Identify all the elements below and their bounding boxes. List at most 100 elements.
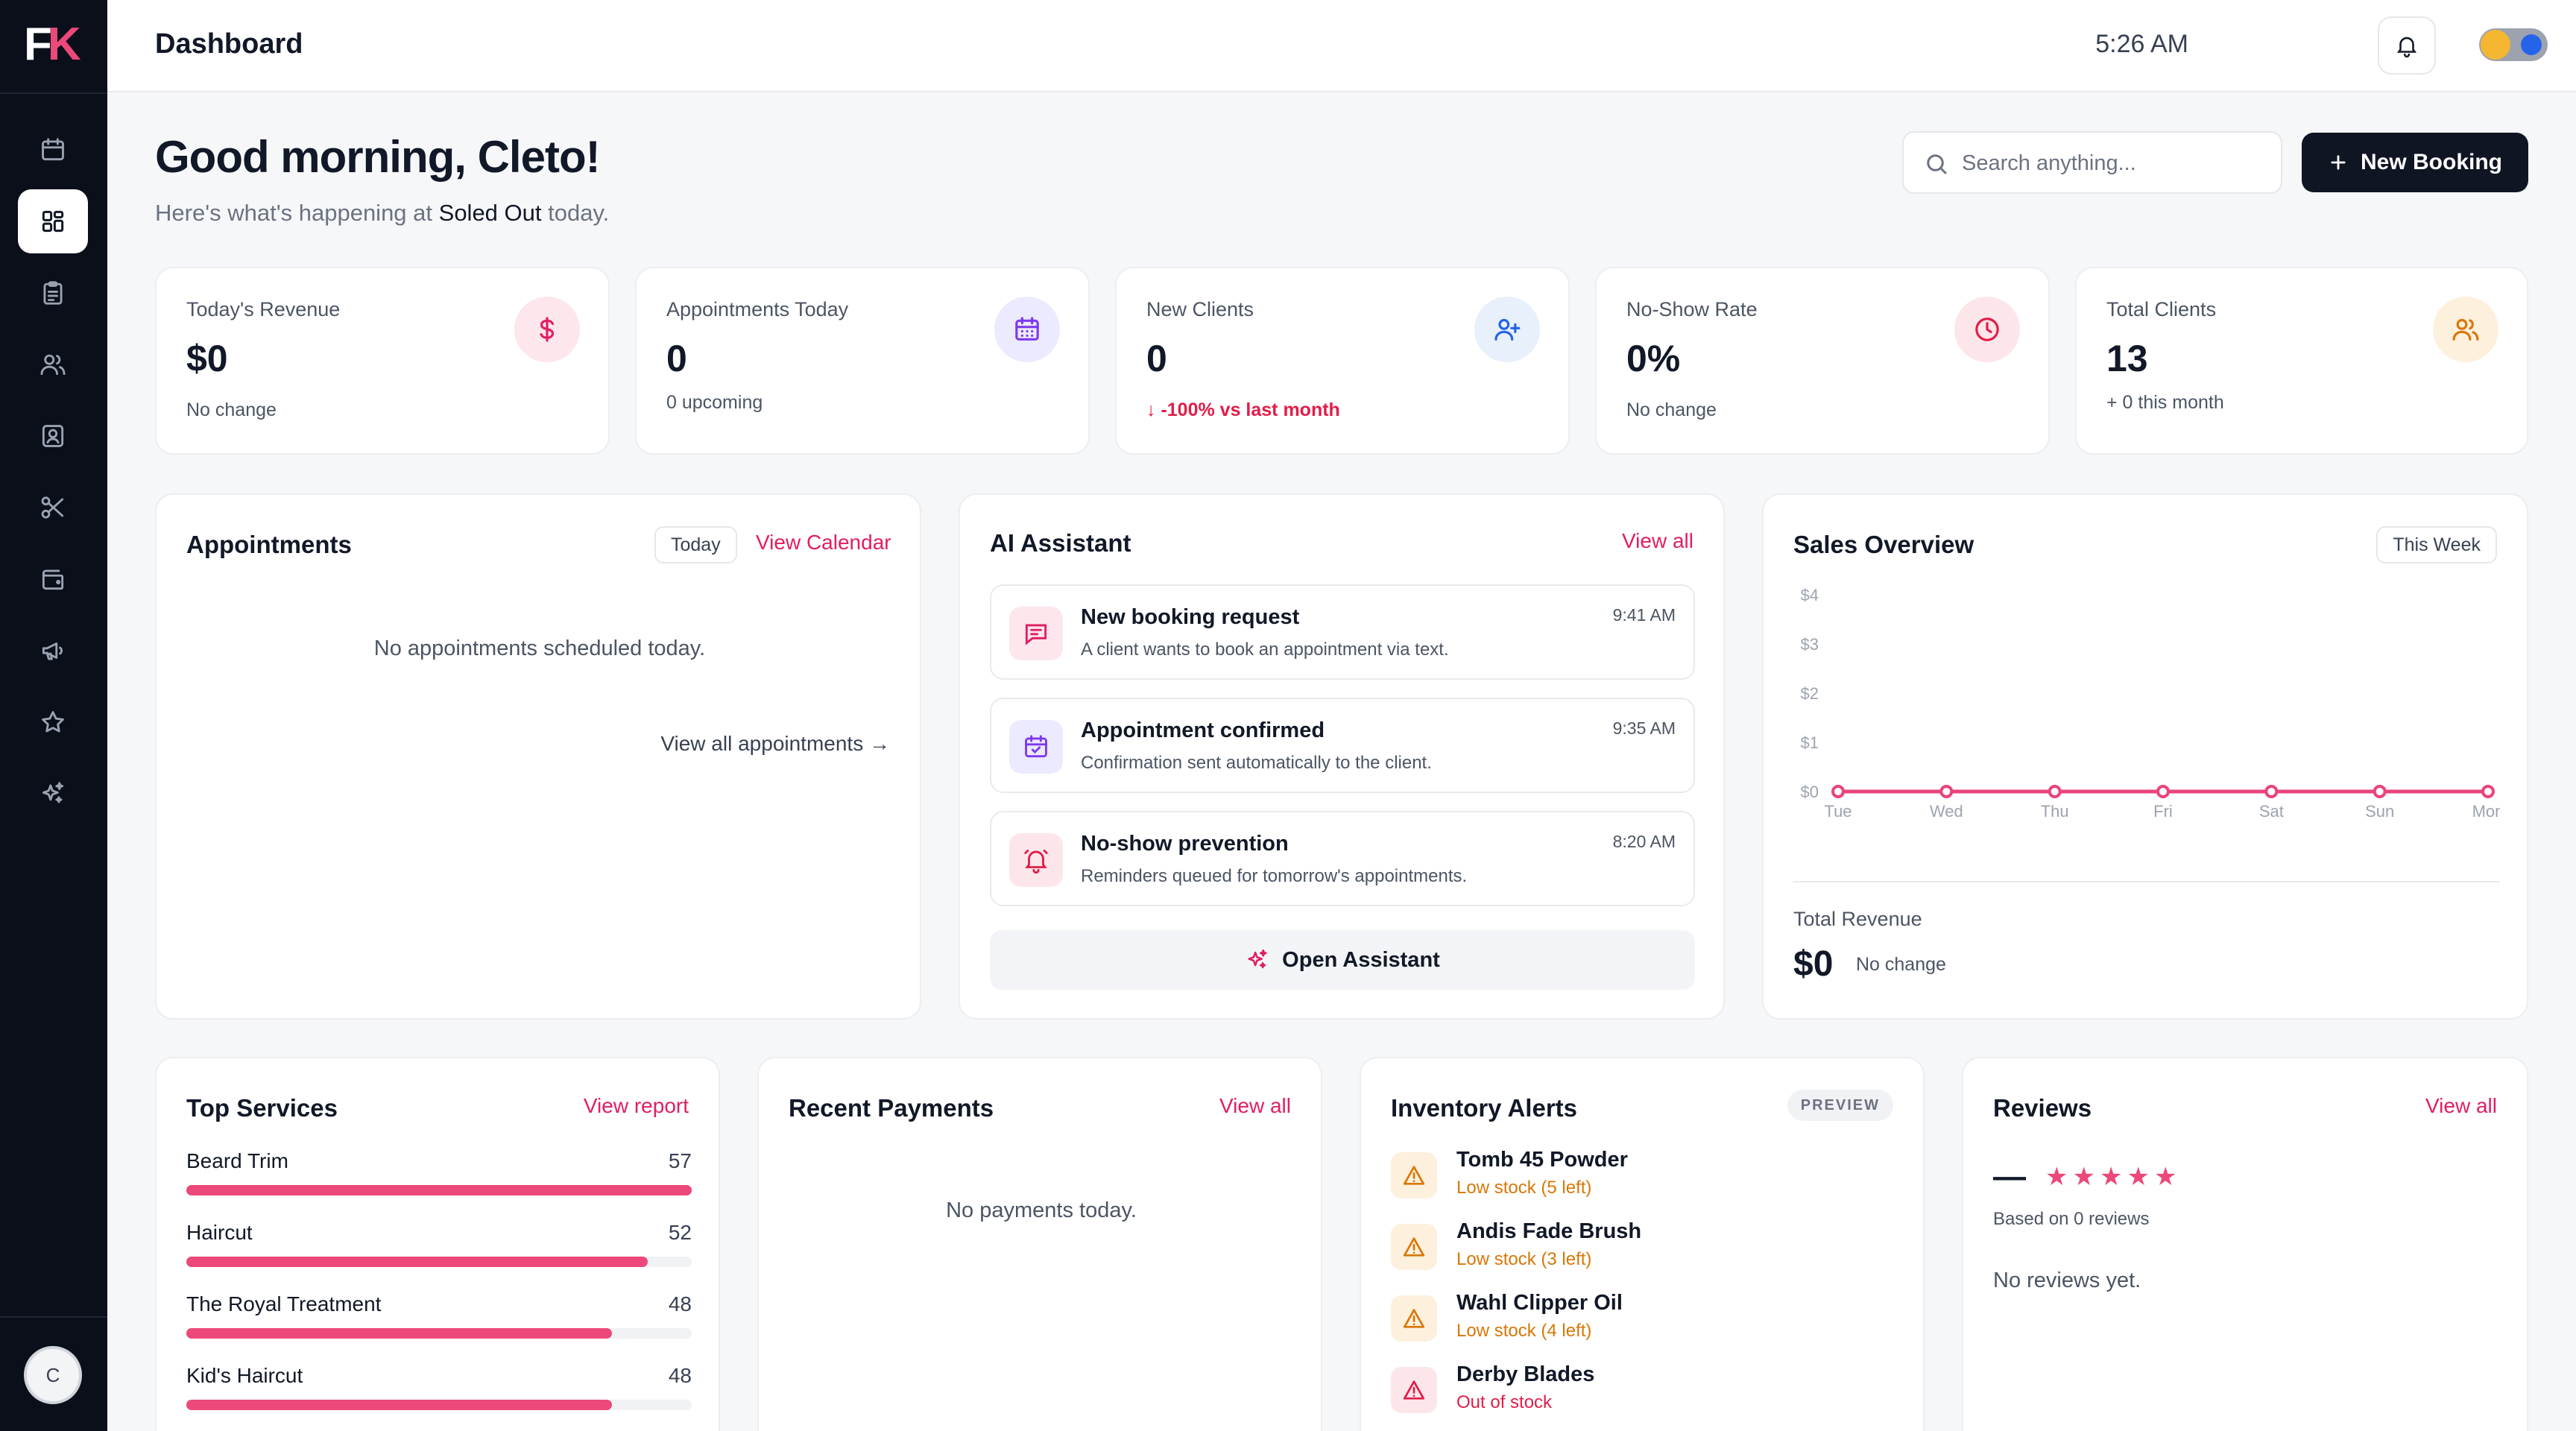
ai-item-time: 8:20 AM (1612, 832, 1676, 851)
y-tick-label: $4 (1801, 586, 1819, 604)
stat-label: New Clients (1146, 298, 1254, 320)
reviews-view-all-link[interactable]: View all (2425, 1094, 2497, 1117)
inventory-item[interactable]: Andis Fade Brush Low stock (3 left) (1391, 1219, 1898, 1274)
card-title: Top Services (186, 1094, 338, 1122)
new-booking-button[interactable]: New Booking (2302, 133, 2528, 192)
stat-card-new-clients[interactable]: New Clients 0 ↓ -100% vs last month (1115, 267, 1570, 455)
ai-item-desc: Confirmation sent automatically to the c… (1081, 753, 1432, 773)
view-calendar-link[interactable]: View Calendar (756, 531, 891, 554)
inventory-item[interactable]: Wahl Clipper Oil Low stock (4 left) (1391, 1291, 1898, 1346)
star-icon (42, 711, 64, 733)
service-count: 57 (668, 1149, 692, 1172)
sales-overview-card: Sales Overview This Week $0 $1 $2 $3 $4 Tue We… (1762, 493, 2528, 1020)
sidebar-item-clients[interactable] (18, 332, 88, 397)
sidebar: FK C (0, 0, 107, 1431)
sales-filter[interactable]: This Week (2376, 526, 2497, 563)
preview-badge: PREVIEW (1787, 1090, 1893, 1121)
inventory-status: Low stock (5 left) (1456, 1178, 1592, 1198)
ai-item-title: No-show prevention (1081, 832, 1289, 856)
view-report-link[interactable]: View report (583, 1094, 689, 1117)
inventory-item[interactable]: Tomb 45 Powder Low stock (5 left) (1391, 1148, 1898, 1203)
open-assistant-button[interactable]: Open Assistant (990, 930, 1695, 990)
greeting-subtitle: Here's what's happening at Soled Out tod… (155, 200, 609, 227)
bell-alert-icon (1009, 833, 1063, 887)
sidebar-item-reviews[interactable] (18, 690, 88, 754)
stat-value: $0 (186, 338, 228, 379)
stat-card-no-show[interactable]: No-Show Rate 0% No change (1595, 267, 2050, 455)
search-icon (1927, 154, 1947, 174)
plus-icon (2331, 155, 2346, 170)
appointments-empty: No appointments scheduled today. (373, 636, 706, 660)
data-point[interactable] (2373, 785, 2387, 798)
dollar-icon (514, 297, 580, 362)
clock-time: 5:26 AM (2095, 30, 2188, 58)
warning-icon (1391, 1152, 1437, 1198)
ai-view-all-link[interactable]: View all (1622, 529, 1693, 552)
arrow-down-icon: ↓ (1146, 399, 1161, 420)
data-point[interactable] (2264, 785, 2279, 798)
clipboard-icon (43, 281, 63, 305)
arrow-right-icon: → (869, 732, 890, 755)
data-point[interactable] (1831, 785, 1845, 798)
ai-item[interactable]: Appointment confirmed Confirmation sent … (990, 698, 1695, 793)
x-tick-label: Tue (1824, 802, 1852, 821)
total-revenue-note: No change (1856, 954, 1946, 975)
warning-icon (1391, 1367, 1437, 1413)
sidebar-item-services[interactable] (18, 476, 88, 540)
wallet-icon (42, 569, 64, 590)
stat-card-total-clients[interactable]: Total Clients 13 + 0 this month (2075, 267, 2528, 455)
stat-card-appointments[interactable]: Appointments Today 0 0 upcoming (635, 267, 1090, 455)
ai-item-title: New booking request (1081, 605, 1300, 629)
ai-item[interactable]: No-show prevention Reminders queued for … (990, 811, 1695, 906)
search-box[interactable] (1902, 131, 2282, 194)
reviews-card: Reviews View all — ★ ★ ★ ★ ★ Based on 0 … (1962, 1057, 2528, 1431)
service-bar (186, 1328, 612, 1339)
sidebar-item-contacts[interactable] (18, 404, 88, 468)
sparkles-icon (42, 782, 64, 803)
service-name: Beard Trim (186, 1149, 288, 1172)
new-booking-label: New Booking (2360, 150, 2502, 174)
card-title: Recent Payments (789, 1094, 994, 1122)
star-icon: ★ (2045, 1163, 2068, 1191)
avatar[interactable]: C (24, 1346, 82, 1404)
card-title: Inventory Alerts (1391, 1094, 1578, 1122)
data-point[interactable] (2048, 785, 2062, 798)
scissors-icon (41, 496, 64, 519)
search-input[interactable] (1962, 146, 2267, 180)
ai-item[interactable]: New booking request A client wants to bo… (990, 584, 1695, 680)
appointments-filter[interactable]: Today (654, 526, 737, 563)
service-bar-track (186, 1400, 692, 1410)
service-name: Haircut (186, 1221, 253, 1244)
service-bar-track (186, 1257, 692, 1267)
brand-logo[interactable]: FK (24, 22, 83, 68)
stat-label: No-Show Rate (1626, 298, 1758, 320)
ai-item-desc: Reminders queued for tomorrow's appointm… (1081, 866, 1468, 886)
payments-view-all-link[interactable]: View all (1219, 1094, 1291, 1117)
sales-chart: $0 $1 $2 $3 $4 Tue Wed Thu Fri Sat Sun Mon (1801, 586, 2500, 821)
y-tick-label: $0 (1801, 783, 1819, 801)
sidebar-item-ai[interactable] (18, 762, 88, 826)
sidebar-item-marketing[interactable] (18, 619, 88, 683)
top-services-card: Top Services View report Beard Trim 57 H… (155, 1057, 720, 1431)
stat-note: No change (1626, 399, 1717, 420)
sidebar-item-calendar[interactable] (18, 118, 88, 182)
stat-note-text: -100% vs last month (1161, 399, 1340, 420)
ai-assistant-card: AI Assistant View all New booking reques… (959, 493, 1725, 1020)
stat-card-revenue[interactable]: Today's Revenue $0 No change (155, 267, 610, 455)
notifications-button[interactable] (2378, 16, 2436, 75)
view-all-appointments-link[interactable]: View all appointments → (660, 732, 890, 756)
theme-toggle[interactable] (2479, 28, 2548, 61)
service-bar (186, 1185, 692, 1195)
sidebar-item-wallet[interactable] (18, 547, 88, 611)
sidebar-item-dashboard[interactable] (18, 189, 88, 253)
service-count: 48 (668, 1292, 692, 1315)
x-tick-label: Wed (1930, 802, 1963, 821)
inventory-item[interactable]: Derby Blades Out of stock (1391, 1362, 1898, 1418)
data-point[interactable] (2481, 785, 2495, 798)
data-point[interactable] (2156, 785, 2170, 798)
inventory-status: Low stock (3 left) (1456, 1249, 1592, 1269)
sidebar-item-clipboard[interactable] (18, 261, 88, 325)
service-count: 48 (668, 1364, 692, 1387)
star-icon: ★ (2127, 1163, 2150, 1191)
data-point[interactable] (1939, 785, 1954, 798)
